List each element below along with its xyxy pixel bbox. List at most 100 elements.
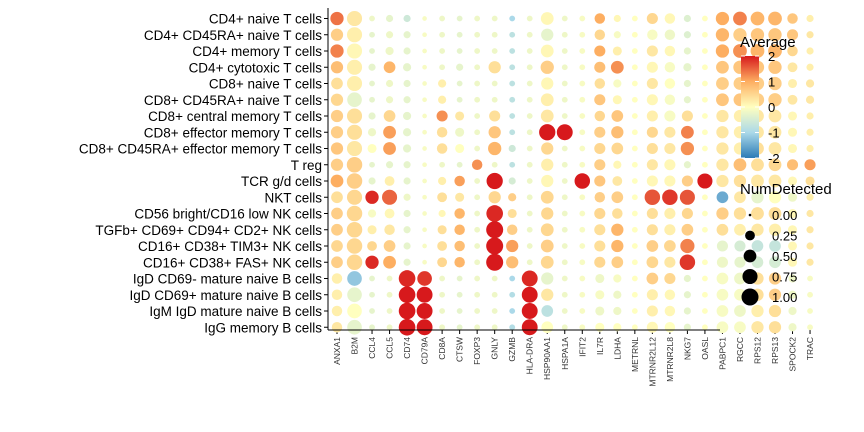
dot-point [367,128,377,137]
dot-point [561,324,568,331]
dot-point [594,110,606,122]
dot-point [702,243,708,249]
dot-point [751,240,764,252]
dot-point [768,304,782,318]
dot-point [474,145,481,152]
dot-point [787,94,798,105]
dot-point [454,257,465,268]
dot-point [383,255,396,269]
dot-point [455,127,465,137]
dot-point [509,161,516,168]
dot-point [716,321,729,334]
column-label: RPS12 [752,337,762,364]
dot-point [422,178,427,184]
dot-point [474,226,481,233]
dot-point [594,207,606,220]
dot-point [733,44,747,58]
dot-point [631,275,638,282]
dot-point [788,241,798,251]
dot-point [631,194,638,201]
dot-point [422,32,427,38]
dot-point [369,48,375,54]
dot-point [768,191,782,204]
dot-point [768,60,782,74]
color-legend-title: Average [740,34,796,51]
dot-point [646,272,659,285]
dot-point [613,290,622,299]
dot-point [541,142,554,155]
dot-point [474,96,481,103]
dot-point [716,126,729,139]
dot-point [574,173,591,189]
color-legend-bar [741,56,759,158]
dot-point [611,239,624,253]
dot-point [769,240,781,252]
size-legend-items: 0.00 0.25 0.50 0.75 1.00 [741,208,797,306]
dot-point [474,15,481,22]
dot-point [526,15,533,22]
dot-point [438,95,447,104]
column-label: CCL4 [367,337,377,359]
dot-point [438,209,446,218]
dot-point [422,97,427,103]
dot-point [768,76,782,91]
size-legend-label: 0.50 [772,249,797,264]
dot-point [594,126,606,138]
dot-point [716,142,729,155]
dot-point [402,144,412,153]
dot-point [416,286,433,303]
dot-point [715,28,730,42]
dot-point [367,209,377,218]
dot-point [788,225,798,235]
dot-point [768,11,782,26]
column-label: RPS13 [770,337,780,364]
dot-point [491,275,498,282]
dot-point [456,161,463,168]
dot-point [403,96,411,104]
dot-point [646,77,658,90]
column-label: HLA-DRA [525,337,535,375]
dot-point [612,208,623,219]
dot-point [734,305,746,317]
dot-point [579,145,586,152]
column-label: B2M [350,337,360,354]
dot-point [805,79,815,88]
dot-point [561,194,568,201]
dot-point [474,48,481,54]
dot-point [331,207,343,220]
dot-point [561,15,568,22]
dot-point [681,175,693,187]
dot-point [561,308,568,314]
dot-point [474,31,481,38]
dot-point [383,240,396,252]
dot-point [611,142,624,155]
dot-point [716,305,729,317]
size-legend-label: 1.00 [772,290,797,305]
dot-point [456,324,463,331]
dot-point [683,307,691,315]
dot-point [330,11,344,26]
dot-point [646,142,658,155]
dot-point [331,191,343,204]
dot-point [437,257,448,268]
column-label: HSP90AA1 [542,337,552,380]
dot-point [734,321,746,334]
dot-point [346,75,363,92]
dot-point [805,176,815,186]
dot-point [702,64,708,71]
row-label: CD16+ CD38+ TIM3+ NK cells [138,239,322,254]
dot-point [734,240,746,252]
dot-point [491,324,498,331]
column-label: MTRNR2L8 [665,337,675,382]
dot-point [579,243,586,249]
dot-point [716,174,729,188]
dot-point [579,275,586,282]
dot-point [646,126,658,138]
dot-point [702,113,708,119]
dot-point [507,208,517,219]
dot-point [539,124,556,141]
color-legend-ticks: 2 1 0 -1 -2 [741,49,780,166]
dot-point [683,161,691,169]
dot-point [702,80,708,87]
dot-point [702,259,708,266]
